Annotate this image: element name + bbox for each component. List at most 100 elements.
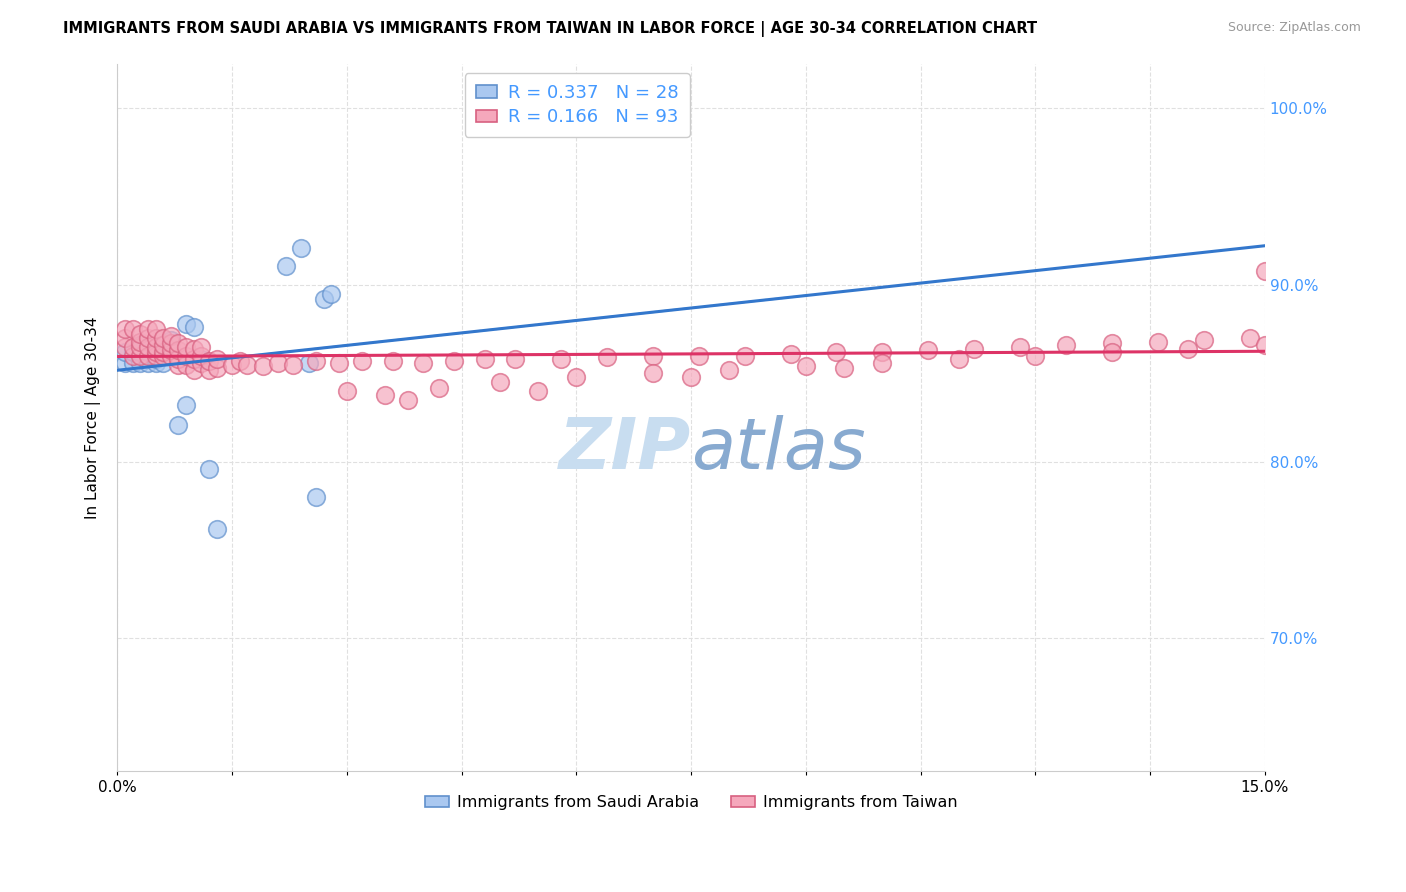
Y-axis label: In Labor Force | Age 30-34: In Labor Force | Age 30-34 [86,317,101,519]
Point [167,352,190,367]
Point [183,363,205,377]
Point [183,320,205,334]
Point [152,345,174,359]
Point [167,358,190,372]
Point [121,349,143,363]
Point [183,342,205,356]
Point [312,292,335,306]
Point [129,334,152,349]
Point [159,329,181,343]
Point [474,352,496,367]
Point [336,384,359,398]
Point [114,356,136,370]
Point [190,340,212,354]
Point [734,349,756,363]
Point [114,322,136,336]
Point [641,349,664,363]
Point [228,354,250,368]
Point [1239,331,1261,345]
Point [205,522,228,536]
Point [145,340,167,354]
Point [832,361,855,376]
Point [145,345,167,359]
Point [381,354,404,368]
Point [174,398,197,412]
Point [159,349,181,363]
Point [136,345,159,359]
Point [145,349,167,363]
Point [159,336,181,351]
Point [167,336,190,351]
Point [283,358,305,372]
Text: atlas: atlas [692,415,866,483]
Point [121,345,143,359]
Point [236,358,259,372]
Point [688,349,710,363]
Point [145,352,167,367]
Point [596,351,619,365]
Point [948,352,970,367]
Point [152,331,174,345]
Point [290,241,312,255]
Point [427,380,450,394]
Legend: Immigrants from Saudi Arabia, Immigrants from Taiwan: Immigrants from Saudi Arabia, Immigrants… [419,789,963,816]
Point [1177,342,1199,356]
Point [328,356,350,370]
Text: Source: ZipAtlas.com: Source: ZipAtlas.com [1227,21,1361,35]
Point [221,358,243,372]
Point [159,333,181,347]
Point [1146,334,1168,349]
Point [917,343,939,358]
Point [114,345,136,359]
Point [794,359,817,374]
Point [274,259,297,273]
Point [121,356,143,370]
Point [297,356,319,370]
Point [205,352,228,367]
Point [129,340,152,354]
Point [114,331,136,345]
Point [872,356,894,370]
Point [174,349,197,363]
Point [1101,345,1123,359]
Point [183,352,205,367]
Point [129,338,152,352]
Point [305,490,328,504]
Point [352,354,374,368]
Point [1192,333,1215,347]
Point [1054,338,1077,352]
Point [321,286,343,301]
Point [412,356,434,370]
Point [136,331,159,345]
Point [252,359,274,374]
Point [136,322,159,336]
Point [963,342,986,356]
Point [205,361,228,376]
Point [198,363,221,377]
Point [1024,349,1046,363]
Point [145,342,167,356]
Point [152,345,174,359]
Point [488,375,510,389]
Point [190,352,212,367]
Point [174,317,197,331]
Point [305,354,328,368]
Point [1101,336,1123,351]
Point [152,356,174,370]
Point [114,340,136,354]
Point [152,349,174,363]
Point [167,417,190,432]
Point [641,367,664,381]
Point [443,354,465,368]
Text: IMMIGRANTS FROM SAUDI ARABIA VS IMMIGRANTS FROM TAIWAN IN LABOR FORCE | AGE 30-3: IMMIGRANTS FROM SAUDI ARABIA VS IMMIGRAN… [63,21,1038,37]
Point [1254,264,1277,278]
Point [145,331,167,345]
Point [136,356,159,370]
Text: ZIP: ZIP [558,415,692,483]
Point [681,370,703,384]
Point [198,462,221,476]
Point [267,356,290,370]
Point [718,363,741,377]
Point [527,384,550,398]
Point [374,387,396,401]
